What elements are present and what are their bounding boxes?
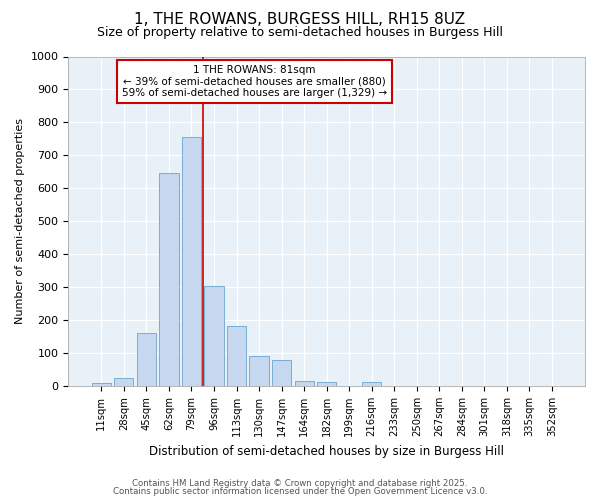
Bar: [272, 360, 291, 386]
Bar: [205, 286, 224, 386]
Text: Contains HM Land Registry data © Crown copyright and database right 2025.: Contains HM Land Registry data © Crown c…: [132, 478, 468, 488]
Bar: [114, 378, 133, 386]
Bar: [182, 137, 201, 386]
Text: Size of property relative to semi-detached houses in Burgess Hill: Size of property relative to semi-detach…: [97, 26, 503, 39]
Text: 1 THE ROWANS: 81sqm
← 39% of semi-detached houses are smaller (880)
59% of semi-: 1 THE ROWANS: 81sqm ← 39% of semi-detach…: [122, 64, 387, 98]
Bar: [317, 382, 336, 386]
Bar: [295, 381, 314, 386]
Bar: [227, 326, 246, 386]
Y-axis label: Number of semi-detached properties: Number of semi-detached properties: [15, 118, 25, 324]
Bar: [250, 356, 269, 386]
Bar: [137, 334, 156, 386]
X-axis label: Distribution of semi-detached houses by size in Burgess Hill: Distribution of semi-detached houses by …: [149, 444, 504, 458]
Text: Contains public sector information licensed under the Open Government Licence v3: Contains public sector information licen…: [113, 487, 487, 496]
Bar: [160, 174, 179, 386]
Bar: [362, 382, 381, 386]
Bar: [92, 384, 111, 386]
Text: 1, THE ROWANS, BURGESS HILL, RH15 8UZ: 1, THE ROWANS, BURGESS HILL, RH15 8UZ: [134, 12, 466, 28]
